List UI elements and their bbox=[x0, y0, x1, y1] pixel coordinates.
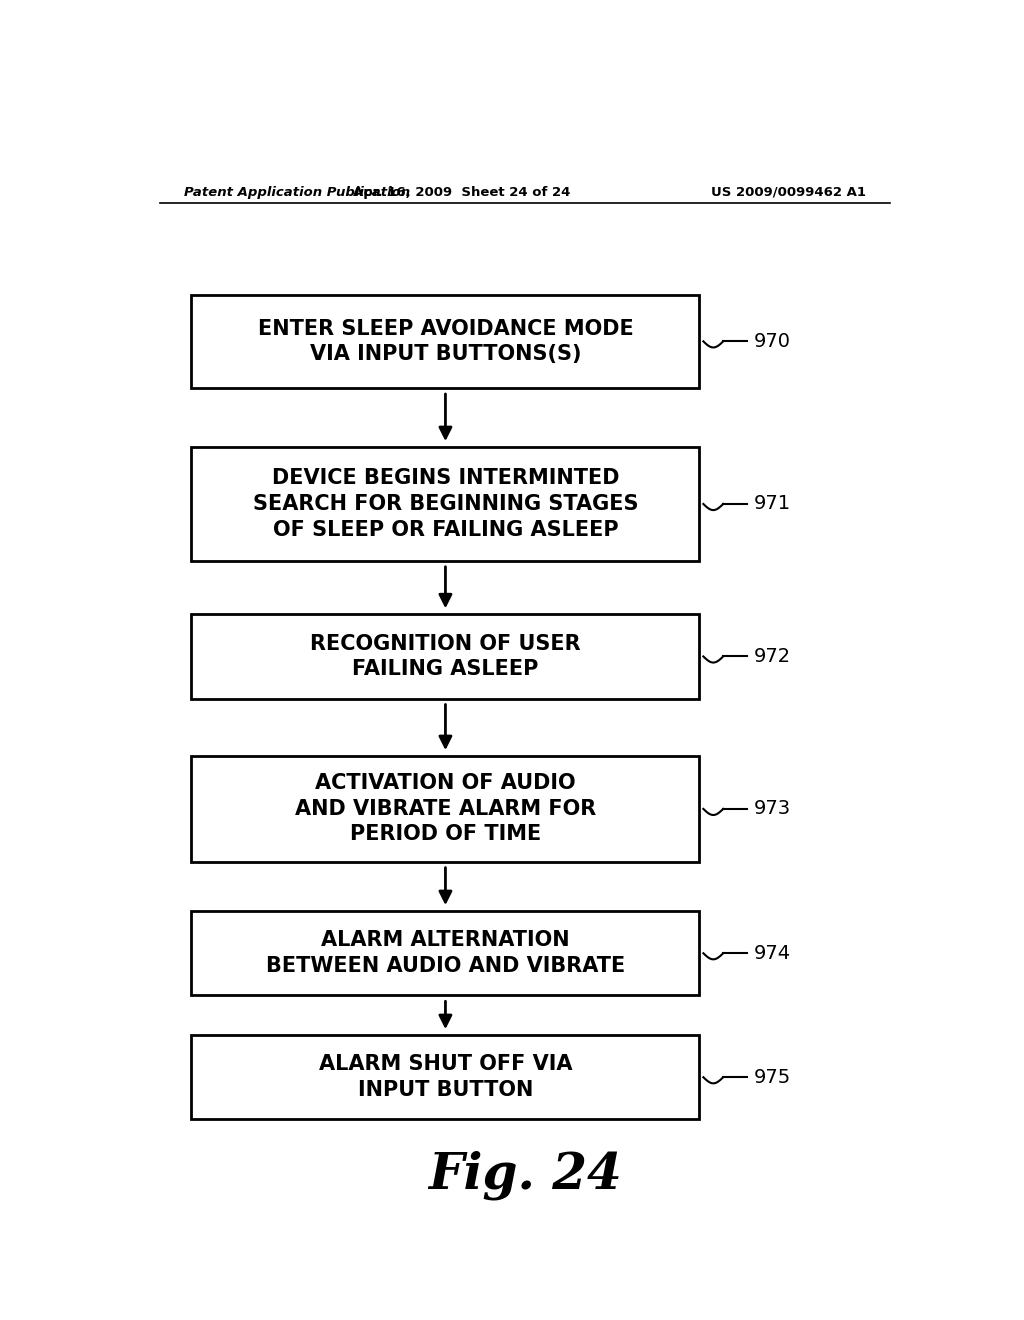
Bar bbox=[191, 294, 699, 388]
Bar bbox=[191, 756, 699, 862]
Text: ALARM SHUT OFF VIA
INPUT BUTTON: ALARM SHUT OFF VIA INPUT BUTTON bbox=[318, 1055, 572, 1100]
Text: DEVICE BEGINS INTERMINTED
SEARCH FOR BEGINNING STAGES
OF SLEEP OR FAILING ASLEEP: DEVICE BEGINS INTERMINTED SEARCH FOR BEG… bbox=[253, 469, 638, 540]
Bar bbox=[191, 1035, 699, 1119]
Text: Fig. 24: Fig. 24 bbox=[428, 1151, 622, 1200]
Text: 974: 974 bbox=[754, 944, 791, 962]
Text: 972: 972 bbox=[754, 647, 791, 665]
Text: ACTIVATION OF AUDIO
AND VIBRATE ALARM FOR
PERIOD OF TIME: ACTIVATION OF AUDIO AND VIBRATE ALARM FO… bbox=[295, 774, 596, 845]
Text: 970: 970 bbox=[754, 331, 791, 351]
Text: US 2009/0099462 A1: US 2009/0099462 A1 bbox=[711, 186, 866, 199]
Text: Apr. 16, 2009  Sheet 24 of 24: Apr. 16, 2009 Sheet 24 of 24 bbox=[352, 186, 570, 199]
Text: 971: 971 bbox=[754, 495, 791, 513]
Text: RECOGNITION OF USER
FAILING ASLEEP: RECOGNITION OF USER FAILING ASLEEP bbox=[310, 634, 581, 680]
Bar bbox=[191, 447, 699, 561]
Text: 973: 973 bbox=[754, 800, 791, 818]
Bar bbox=[191, 614, 699, 698]
Text: ALARM ALTERNATION
BETWEEN AUDIO AND VIBRATE: ALARM ALTERNATION BETWEEN AUDIO AND VIBR… bbox=[266, 931, 625, 975]
Text: Patent Application Publication: Patent Application Publication bbox=[183, 186, 410, 199]
Bar bbox=[191, 911, 699, 995]
Text: ENTER SLEEP AVOIDANCE MODE
VIA INPUT BUTTONS(S): ENTER SLEEP AVOIDANCE MODE VIA INPUT BUT… bbox=[258, 318, 633, 364]
Text: 975: 975 bbox=[754, 1068, 791, 1086]
